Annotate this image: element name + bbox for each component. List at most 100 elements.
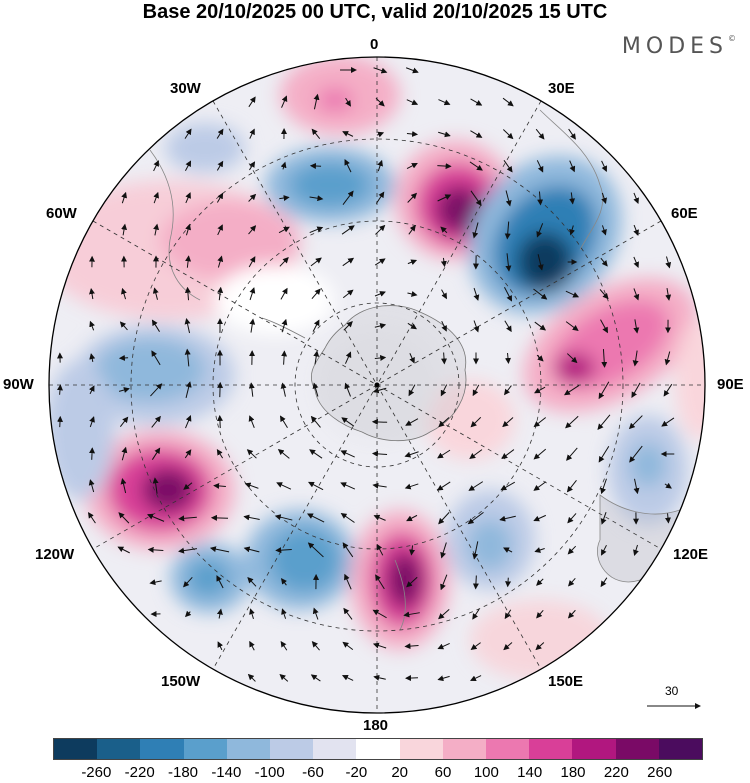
- wind-arrow: [118, 387, 130, 393]
- wind-arrow: [633, 478, 640, 495]
- wind-arrow: [406, 162, 418, 169]
- wind-arrow: [151, 415, 161, 428]
- wind-arrow: [404, 451, 419, 458]
- wind-arrow: [247, 576, 257, 587]
- wind-arrow: [216, 608, 223, 619]
- wind-arrow: [342, 190, 354, 205]
- wind-arrow: [633, 319, 640, 334]
- wind-arrow: [534, 547, 545, 553]
- wind-arrow: [533, 514, 547, 522]
- wind-arrow: [184, 449, 192, 459]
- colorbar-tick-label: 140: [517, 764, 543, 781]
- wind-arrow: [504, 609, 512, 620]
- wind-arrow: [344, 382, 351, 397]
- wind-arrow: [307, 542, 324, 558]
- label-90w: 90W: [3, 376, 34, 393]
- wind-arrow: [280, 287, 288, 300]
- wind-arrow: [438, 609, 450, 620]
- colorbar-swatch: [442, 739, 487, 759]
- wind-arrow: [342, 257, 355, 267]
- wind-arrow: [343, 321, 353, 331]
- wind-arrow: [631, 382, 641, 399]
- wind-arrow: [409, 353, 415, 364]
- wind-arrow: [248, 193, 257, 202]
- wind-arrow: [185, 192, 191, 204]
- colorbar-swatch: [313, 739, 357, 759]
- wind-arrow: [601, 225, 607, 236]
- wind-arrow: [569, 192, 576, 205]
- wind-arrow: [600, 319, 608, 334]
- wind-arrow: [632, 350, 639, 367]
- colorbar-swatch: [486, 739, 530, 759]
- wind-arrow: [565, 290, 580, 298]
- wind-arrow: [277, 448, 290, 459]
- wind-arrow: [310, 257, 322, 267]
- colorbar-swatch: [97, 739, 141, 759]
- colorbar-tick-label: 100: [473, 764, 499, 781]
- wind-arrow: [470, 416, 482, 428]
- wind-arrow: [375, 224, 386, 235]
- wind-arrow: [243, 514, 260, 521]
- colorbar-swatch: [529, 739, 573, 759]
- wind-arrow: [469, 449, 483, 459]
- wind-arrow: [89, 320, 95, 331]
- colorbar-tick-label: -20: [345, 764, 368, 781]
- wind-arrow: [312, 607, 319, 620]
- wind-arrow: [310, 674, 321, 682]
- wind-arrow: [376, 131, 385, 138]
- wind-arrow: [117, 546, 130, 554]
- wind-arrow: [311, 128, 321, 139]
- wind-arrow: [600, 577, 608, 588]
- wind-arrow: [342, 641, 354, 650]
- wind-arrow: [534, 386, 546, 394]
- wind-arrow: [470, 190, 482, 206]
- wind-arrow: [503, 642, 513, 651]
- wind-arrow: [664, 482, 672, 489]
- wind-arrow: [568, 577, 576, 587]
- label-30w: 30W: [170, 80, 201, 97]
- wind-arrow: [629, 445, 643, 463]
- wind-arrow: [468, 481, 484, 491]
- colorbar-swatch: [183, 739, 227, 759]
- wind-arrow: [119, 321, 128, 331]
- wind-arrow: [216, 128, 224, 139]
- wind-arrow: [89, 353, 96, 363]
- wind-arrow: [537, 191, 544, 206]
- wind-arrow: [248, 415, 255, 429]
- wind-arrow: [440, 574, 448, 591]
- label-180: 180: [363, 717, 389, 734]
- colorbar-swatch: [615, 739, 659, 759]
- wind-arrow: [343, 607, 353, 620]
- wind-arrow: [536, 354, 544, 362]
- wind-arrow: [374, 323, 387, 329]
- wind-arrow: [184, 128, 192, 139]
- colorbar-tick-label: -180: [167, 764, 199, 781]
- wind-arrow: [246, 449, 257, 459]
- wind-arrow: [665, 288, 672, 301]
- wind-arrow: [633, 192, 639, 205]
- wind-arrow: [436, 481, 451, 491]
- wind-arrow: [469, 161, 483, 171]
- wind-arrow: [153, 191, 159, 204]
- colorbar-swatch: [356, 739, 400, 759]
- label-60e: 60E: [671, 205, 698, 222]
- wind-arrow: [344, 351, 352, 364]
- wind-arrow: [374, 258, 386, 266]
- wind-arrow: [472, 384, 480, 397]
- colorbar-swatch: [572, 739, 616, 759]
- wind-arrow: [216, 575, 224, 589]
- wind-arrow: [372, 642, 387, 649]
- wind-arrow: [633, 288, 640, 301]
- wind-arrow: [248, 382, 255, 397]
- wind-arrow: [372, 387, 387, 394]
- wind-arrow: [89, 288, 95, 300]
- wind-arrow: [600, 512, 607, 525]
- wind-arrow: [89, 385, 95, 395]
- wind-arrow: [373, 67, 388, 74]
- label-150w: 150W: [161, 673, 201, 690]
- wind-arrow: [56, 384, 63, 395]
- wind-arrow: [409, 545, 416, 556]
- wind-arrow: [501, 449, 515, 460]
- wind-arrow: [438, 512, 450, 525]
